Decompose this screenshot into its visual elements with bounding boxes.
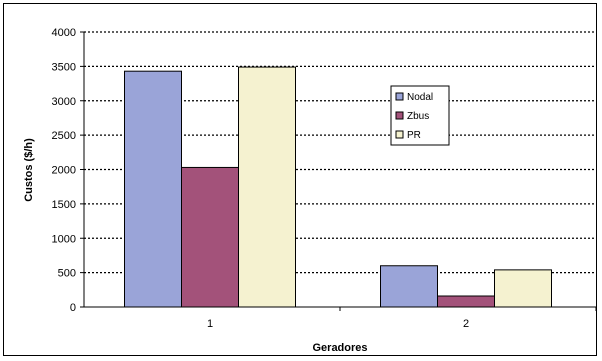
y-tick-label: 0 (70, 302, 76, 314)
bar-zbus-1 (181, 166, 239, 308)
x-axis-title: Geradores (312, 342, 367, 354)
bar-pr-2 (494, 269, 552, 308)
legend-swatch-pr (395, 130, 404, 139)
legend-label-zbus: Zbus (407, 111, 429, 122)
y-tick-label: 2000 (52, 165, 76, 177)
y-tick-labels: 0 500 1000 1500 2000 2500 3000 3500 4000 (52, 27, 76, 314)
bars (124, 66, 552, 308)
x-tick-label: 1 (207, 318, 213, 330)
y-tick-label: 3500 (52, 61, 76, 73)
legend: Nodal Zbus PR (390, 85, 450, 146)
axes (80, 31, 597, 311)
y-tick-label: 2500 (52, 130, 76, 142)
y-tick-label: 1000 (52, 233, 76, 245)
bar-zbus-2 (437, 295, 495, 308)
legend-swatch-nodal (395, 92, 404, 101)
bar-pr-1 (238, 66, 296, 308)
legend-label-pr: PR (407, 130, 421, 141)
y-tick-label: 3000 (52, 96, 76, 108)
legend-label-nodal: Nodal (407, 92, 433, 103)
y-tick-label: 500 (58, 268, 76, 280)
x-tick-label: 2 (463, 318, 469, 330)
bar-nodal-1 (124, 70, 182, 308)
y-axis-title: Custos ($/h) (23, 138, 35, 202)
y-tick-label: 4000 (52, 27, 76, 39)
y-tick-label: 1500 (52, 199, 76, 211)
legend-swatch-zbus (395, 111, 404, 120)
bar-nodal-2 (380, 265, 438, 308)
